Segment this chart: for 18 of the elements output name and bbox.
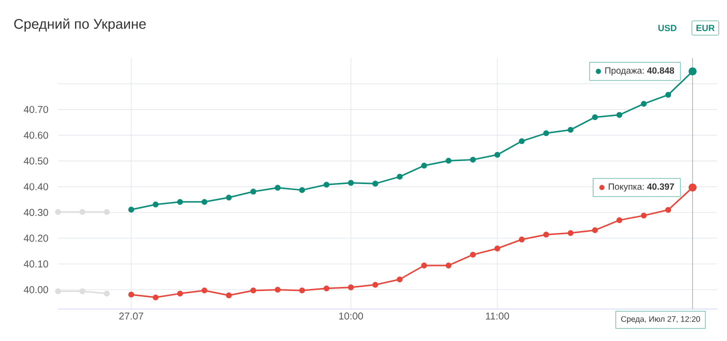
data-label: 40.848 [647,67,674,74]
y-tick-label: 40.30 [24,208,48,216]
chart-title: Средний по Украине [14,18,146,32]
text: EUR [696,24,715,32]
y-tick-label: 40.70 [24,106,48,114]
y-tick-label: 40.20 [24,234,48,242]
text: USD [658,24,676,32]
legend-label: Продажа: [605,67,644,76]
x-tick-label: 11:00 [486,312,510,320]
y-tick-label: 40.00 [24,286,48,294]
x-tick-label: 27.07 [119,312,144,320]
data-label: 40.397 [647,183,674,190]
y-tick-label: 40.10 [24,260,48,268]
legend-label: Покупка: [608,184,644,192]
y-tick-label: 40.50 [24,157,48,164]
x-tick-label: 10:00 [339,312,363,320]
y-tick-label: 40.40 [24,183,48,190]
y-tick-label: 40.60 [24,132,48,139]
